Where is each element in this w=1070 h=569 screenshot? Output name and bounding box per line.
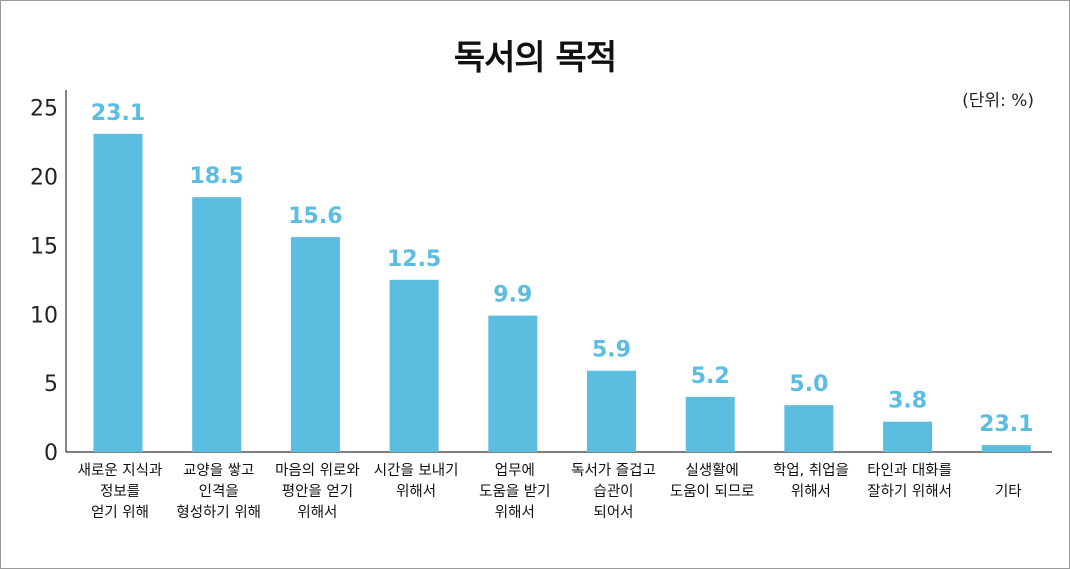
category-label-line: 형성하기 위해 <box>176 504 261 521</box>
category-label-line: 시간을 보내기 <box>374 462 459 479</box>
y-tick-label: 10 <box>30 303 58 328</box>
unit-label: (단위: %) <box>962 91 1034 111</box>
value-label: 5.9 <box>592 338 631 363</box>
category-label: 기타 <box>995 483 1022 500</box>
y-tick-label: 20 <box>30 166 58 191</box>
category-label-line: 도움을 받기 <box>479 483 550 500</box>
y-tick-label: 0 <box>44 441 58 466</box>
category-label-line: 학업, 취업을 <box>773 462 849 479</box>
category-label-line: 잘하기 위해서 <box>867 483 952 500</box>
category-label-line: 도움이 되므로 <box>670 483 755 500</box>
category-label-line: 업무에 <box>495 462 535 479</box>
y-tick-label: 5 <box>44 372 58 397</box>
category-label-line: 실생활에 <box>686 462 739 479</box>
category-label-line: 위해서 <box>396 483 436 500</box>
value-label: 18.5 <box>190 164 244 189</box>
bar <box>389 279 439 452</box>
category-label-line: 위해서 <box>791 483 831 500</box>
bar <box>587 370 636 452</box>
category-label-line: 위해서 <box>495 504 535 521</box>
category-label-line: 얻기 위해 <box>91 504 149 521</box>
value-label: 5.0 <box>789 372 828 397</box>
value-label: 12.5 <box>387 247 441 272</box>
category-label-line: 정보를 <box>100 483 140 500</box>
category-label-line: 새로운 지식과 <box>78 462 163 479</box>
chart-title: 독서의 목적 <box>453 38 617 78</box>
category-label-line: 타인과 대화를 <box>867 462 952 479</box>
bar <box>488 315 538 452</box>
category-label-line: 위해서 <box>297 504 337 521</box>
category-label-line: 마음의 위로와 <box>275 462 360 479</box>
value-label: 23.1 <box>91 101 145 126</box>
bar <box>685 396 735 452</box>
value-label: 23.1 <box>979 412 1033 437</box>
value-label: 3.8 <box>888 389 927 414</box>
category-label-line: 인격을 <box>199 483 239 500</box>
y-tick-label: 15 <box>30 234 58 259</box>
value-labels: 23.1 18.5 15.6 12.5 9.9 5.9 5.2 5.0 3.8 23.1 <box>91 101 1034 437</box>
category-label-line: 평안을 얻기 <box>282 483 353 500</box>
category-label-line: 교양을 쌓고 <box>183 462 254 479</box>
y-tick-label: 25 <box>30 97 58 122</box>
bar <box>93 133 143 452</box>
category-label-line: 되어서 <box>593 504 633 521</box>
value-label: 5.2 <box>691 364 730 389</box>
category-label-line: 기타 <box>995 483 1022 500</box>
bars <box>93 133 1031 452</box>
bar <box>192 197 242 452</box>
value-label: 9.9 <box>493 283 532 308</box>
bar <box>784 405 834 452</box>
bar <box>290 237 340 452</box>
bar <box>883 421 933 452</box>
category-label-line: 습관이 <box>593 483 633 500</box>
value-label: 15.6 <box>288 204 342 229</box>
bar <box>981 445 1031 452</box>
category-label-line: 독서가 즐겁고 <box>571 462 656 479</box>
